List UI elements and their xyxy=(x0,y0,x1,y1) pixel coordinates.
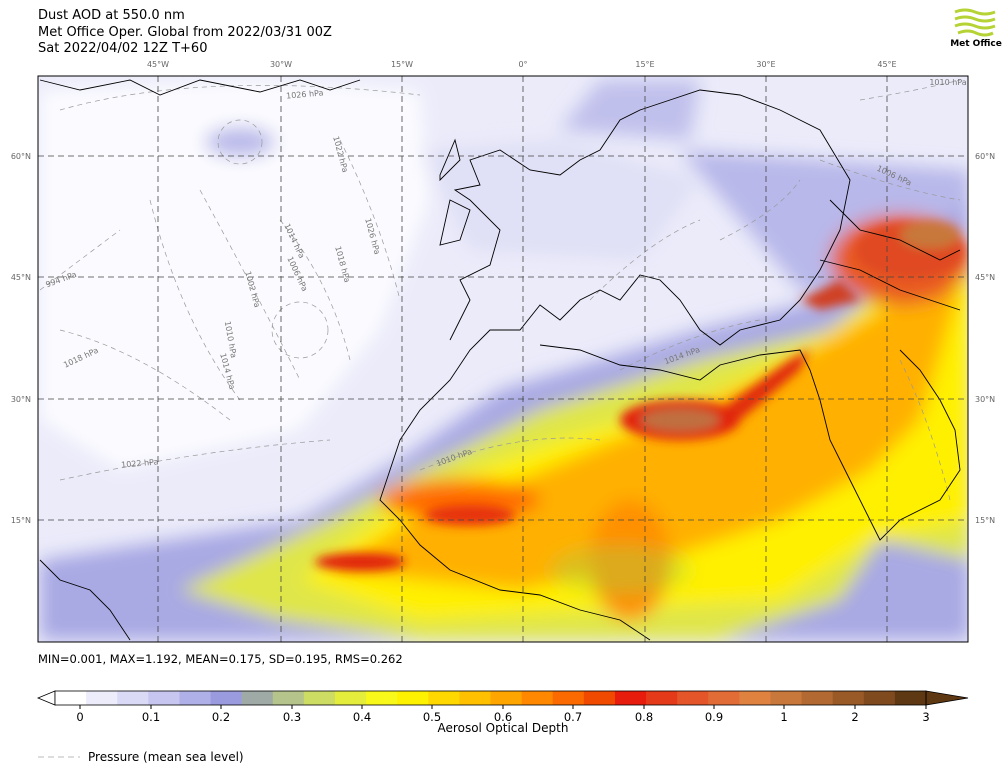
colorbar-tick-label: 0 xyxy=(76,710,83,724)
colorbar-segment xyxy=(334,691,367,705)
colorbar-segment xyxy=(117,691,149,705)
colorbar-segment xyxy=(863,691,896,705)
colorbar-segment xyxy=(521,691,554,705)
isobar-label: 1010 hPa xyxy=(929,78,966,87)
colorbar-tick-label: 0.2 xyxy=(212,710,230,724)
lat-label: 45°N xyxy=(11,273,31,282)
lon-label: 45°E xyxy=(877,60,896,69)
colorbar-segment xyxy=(490,691,523,705)
colorbar-segment xyxy=(770,691,803,705)
colorbar-segment xyxy=(677,691,709,705)
lat-label: 15°N xyxy=(11,516,31,525)
colorbar-segment xyxy=(801,691,834,705)
colorbar-segment xyxy=(583,691,616,705)
colorbar-label: Aerosol Optical Depth xyxy=(438,721,569,735)
lat-label: 60°N xyxy=(11,152,31,161)
colorbar-extend-high xyxy=(925,690,969,706)
colorbar-segment xyxy=(272,691,305,705)
colorbar-segment xyxy=(552,691,585,705)
lon-label: 30°W xyxy=(270,60,292,69)
colorbar-segment xyxy=(459,691,491,705)
colorbar-segment xyxy=(241,691,274,705)
colorbar-tick-label: 0.1 xyxy=(142,710,160,724)
colorbar-segment xyxy=(708,691,740,705)
subtitle: Met Office Oper. Global from 2022/03/31 … xyxy=(38,25,332,40)
colorbar-segment xyxy=(646,691,678,705)
lon-label: 15°W xyxy=(391,60,413,69)
logo: Met Office xyxy=(950,8,1002,49)
lon-label: 0° xyxy=(518,60,527,69)
colorbar-segment xyxy=(614,691,647,705)
colorbar-tick-label: 0.4 xyxy=(353,710,371,724)
title: Dust AOD at 550.0 nm xyxy=(38,8,185,23)
colorbar-tick-label: 0.7 xyxy=(564,710,582,724)
axis-labels: 45°W 30°W 15°W 0° 15°E 30°E 45°E 60°N 60°N 45°N 45… xyxy=(11,60,995,525)
lat-label: 45°N xyxy=(975,273,995,282)
colorbar-tick-label: 2 xyxy=(851,710,858,724)
colorbar-segment xyxy=(739,691,771,705)
colorbar-segment xyxy=(397,691,429,705)
legend-label: Pressure (mean sea level) xyxy=(88,750,244,764)
colorbar-segment xyxy=(366,691,398,705)
lon-label: 45°W xyxy=(147,60,169,69)
colorbar-segment xyxy=(303,691,336,705)
colorbar-tick-label: 0.5 xyxy=(423,710,441,724)
colorbar-segment xyxy=(55,691,87,705)
lat-label: 30°N xyxy=(975,395,995,404)
lat-label: 15°N xyxy=(975,516,995,525)
colorbar-tick-label: 0.9 xyxy=(705,710,723,724)
colorbar-tick-label: 0.8 xyxy=(635,710,653,724)
colorbar-segment xyxy=(428,691,460,705)
colorbar-tick-label: 0.6 xyxy=(494,710,512,724)
lon-label: 15°E xyxy=(635,60,654,69)
lon-label: 30°E xyxy=(756,60,775,69)
colorbar-tick-label: 1 xyxy=(780,710,787,724)
map-frame xyxy=(37,75,969,643)
colorbar-tick-label: 3 xyxy=(922,710,929,724)
isobar-label: 1022 hPa xyxy=(121,457,159,469)
logo-waves xyxy=(954,8,996,37)
colorbar-frame xyxy=(54,690,927,706)
colorbar: 0 0.1 0.2 0.3 0.4 0.5 0.6 0.7 0.8 0.9 1 2 3 xyxy=(36,690,969,724)
graticule xyxy=(38,76,968,642)
logo-text: Met Office xyxy=(950,39,1002,49)
colorbar-segment xyxy=(832,691,865,705)
lat-label: 30°N xyxy=(11,395,31,404)
colorbar-tick-label: 0.3 xyxy=(283,710,301,724)
colorbar-extend-low xyxy=(36,690,56,706)
colorbar-segment xyxy=(210,691,243,705)
stats: MIN=0.001, MAX=1.192, MEAN=0.175, SD=0.1… xyxy=(38,652,403,666)
colorbar-segment xyxy=(148,691,180,705)
isobar-label: 1026 hPa xyxy=(286,88,324,100)
lat-label: 60°N xyxy=(975,152,995,161)
coastlines xyxy=(39,79,961,641)
colorbar-segment xyxy=(179,691,212,705)
colorbar-segment xyxy=(894,691,927,705)
colorbar-segment xyxy=(86,691,118,705)
valid-time: Sat 2022/04/02 12Z T+60 xyxy=(38,41,207,56)
pressure-contours xyxy=(39,79,961,501)
